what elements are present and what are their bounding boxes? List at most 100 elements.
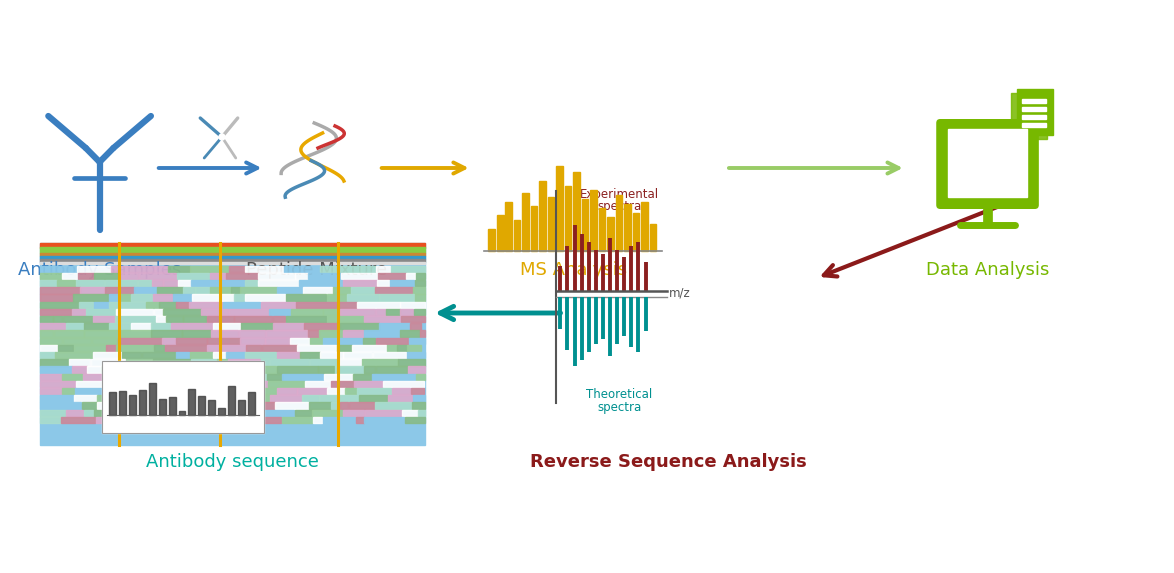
Bar	[378, 273, 406, 279]
Bar	[309, 273, 340, 279]
Bar	[74, 295, 108, 301]
Circle shape	[220, 134, 225, 140]
Bar	[405, 417, 425, 423]
Bar	[265, 337, 290, 344]
Bar	[400, 301, 425, 308]
Bar	[413, 287, 425, 293]
Bar	[67, 410, 82, 416]
Bar	[348, 295, 379, 301]
Bar	[63, 337, 92, 344]
Bar	[104, 280, 137, 286]
Text: MS Analysis: MS Analysis	[520, 261, 627, 279]
Bar	[120, 374, 146, 380]
Bar	[400, 309, 413, 315]
Bar	[323, 337, 363, 344]
Bar	[229, 266, 244, 272]
Bar	[116, 309, 154, 315]
Bar	[191, 295, 234, 301]
Bar	[40, 388, 62, 394]
Bar	[40, 253, 425, 256]
Bar	[414, 280, 425, 286]
Bar	[331, 402, 339, 409]
Bar	[74, 345, 106, 351]
Bar	[109, 295, 121, 301]
Text: Peptide Mixture: Peptide Mixture	[247, 261, 387, 279]
Bar	[147, 301, 160, 308]
Bar	[142, 352, 175, 358]
Bar	[120, 391, 127, 415]
Bar	[331, 381, 353, 387]
Bar	[162, 410, 180, 416]
Bar	[1011, 93, 1047, 139]
Bar	[150, 410, 162, 416]
Bar	[270, 395, 302, 402]
Bar	[241, 323, 272, 329]
Bar	[176, 273, 209, 279]
Bar	[93, 316, 115, 323]
Bar	[241, 417, 282, 423]
Bar	[198, 397, 205, 415]
Bar	[488, 229, 495, 251]
Bar	[548, 197, 554, 251]
Bar	[40, 374, 62, 380]
Bar	[340, 309, 376, 315]
Bar	[102, 367, 147, 373]
Bar	[339, 359, 360, 366]
Bar	[61, 417, 95, 423]
Bar	[212, 374, 235, 380]
Bar	[40, 273, 62, 279]
Bar	[200, 402, 209, 409]
Bar	[169, 397, 176, 415]
Bar	[296, 301, 337, 308]
Bar	[258, 410, 294, 416]
Bar	[203, 395, 221, 402]
Bar	[353, 381, 382, 387]
Bar	[163, 388, 203, 394]
Bar	[390, 280, 414, 286]
Bar	[303, 287, 332, 293]
Bar	[164, 345, 207, 351]
Bar	[282, 417, 312, 423]
Bar	[190, 352, 212, 358]
Bar	[176, 301, 189, 308]
Bar	[127, 359, 153, 366]
Bar	[258, 273, 295, 279]
Bar	[112, 388, 147, 394]
Bar	[328, 388, 345, 394]
Bar	[182, 331, 211, 337]
Bar	[376, 367, 407, 373]
Text: Theoretical: Theoretical	[586, 388, 653, 402]
Bar	[115, 316, 155, 323]
Bar	[356, 417, 364, 423]
Bar	[211, 331, 238, 337]
Bar	[75, 381, 112, 387]
Bar	[285, 316, 326, 323]
Bar	[376, 337, 409, 344]
Bar	[295, 410, 312, 416]
Bar	[40, 331, 53, 337]
Bar	[110, 266, 154, 272]
Bar	[154, 309, 163, 315]
Bar	[418, 410, 425, 416]
Bar	[328, 316, 364, 323]
Bar	[318, 367, 335, 373]
Bar	[92, 337, 117, 344]
Bar	[40, 309, 72, 315]
Bar	[565, 186, 572, 251]
Bar	[237, 400, 244, 415]
Bar	[419, 331, 425, 337]
Bar	[406, 352, 425, 358]
Bar	[83, 323, 109, 329]
Bar	[291, 309, 323, 315]
Bar	[40, 352, 55, 358]
Bar	[245, 352, 276, 358]
Bar	[153, 295, 173, 301]
Bar	[239, 331, 265, 337]
Bar	[269, 309, 291, 315]
Bar	[146, 395, 167, 402]
Bar	[106, 345, 115, 351]
Bar	[319, 352, 343, 358]
Bar	[96, 417, 131, 423]
Bar	[109, 301, 146, 308]
Bar	[62, 273, 77, 279]
